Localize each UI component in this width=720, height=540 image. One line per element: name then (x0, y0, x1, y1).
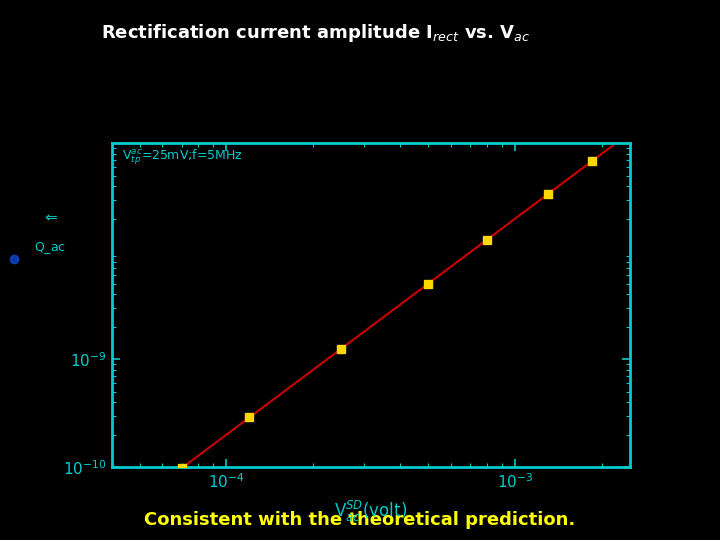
Text: Consistent with the theoretical prediction.: Consistent with the theoretical predicti… (145, 511, 575, 529)
Text: Rectification current amplitude I$_{rect}$ vs. V$_{ac}$: Rectification current amplitude I$_{rect… (101, 22, 530, 44)
Text: $\Leftarrow$: $\Leftarrow$ (42, 208, 59, 224)
Text: V$^{ac}_{tp}$=25mV;f=5MHz: V$^{ac}_{tp}$=25mV;f=5MHz (122, 148, 243, 167)
X-axis label: V$^{SD}_{ac}$(volt): V$^{SD}_{ac}$(volt) (334, 499, 408, 524)
Text: Q$\_$ac: Q$\_$ac (35, 240, 66, 256)
